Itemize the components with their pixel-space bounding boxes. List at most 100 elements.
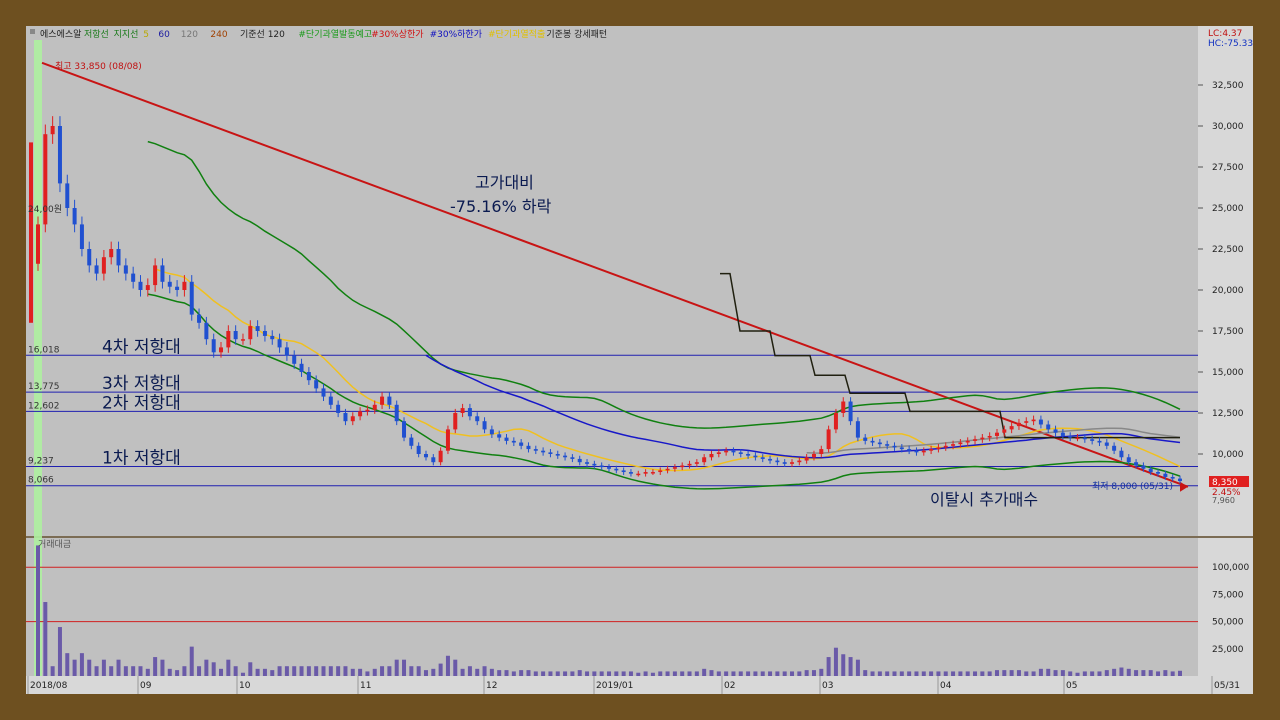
current-pct: 2.45% [1212, 488, 1241, 498]
volume-bar [438, 663, 443, 676]
candle-body [1038, 419, 1043, 425]
volume-bar [453, 659, 458, 676]
volume-bar [570, 671, 575, 676]
candle-body [1134, 462, 1139, 466]
candle-body [116, 249, 121, 266]
candle-body [665, 468, 670, 471]
candle-body [833, 413, 838, 430]
legend: 에스에스알 저항선 지지선 5 60 120 240 기준선 120 #단기과열발동예고 #30%… [30, 28, 607, 40]
candle-body [1060, 432, 1065, 436]
volume-bar [724, 671, 729, 676]
candle-body [270, 335, 275, 340]
volume-bar [899, 671, 904, 676]
volume-bar [621, 671, 626, 676]
volume-bar [380, 666, 385, 676]
legend-item: 저항선 [84, 29, 109, 40]
candle-body [724, 450, 729, 453]
candle-body [555, 454, 560, 456]
volume-bar [138, 666, 143, 676]
candle-body [1156, 472, 1161, 474]
candle-body [72, 208, 77, 225]
volume-bar [328, 666, 333, 676]
volume-bar [665, 671, 670, 676]
candle-body [519, 442, 524, 446]
volume-bar [687, 671, 692, 676]
volume-bar [204, 659, 209, 676]
volume-bar [372, 668, 377, 676]
candle-body [1075, 437, 1080, 440]
volume-tick-label: 25,000 [1212, 645, 1244, 655]
volume-bar [694, 671, 699, 676]
volume-bar [519, 670, 524, 676]
volume-bar [1156, 671, 1161, 676]
candle-body [240, 339, 245, 341]
volume-bar [1046, 668, 1051, 676]
candle-body [738, 452, 743, 454]
volume-bar [958, 671, 963, 676]
volume-bar [965, 671, 970, 676]
candle-body [855, 421, 860, 438]
top-right-hc: HC:-75.33 [1208, 39, 1253, 49]
candle-body [262, 331, 267, 336]
candle-body [1119, 450, 1124, 458]
volume-bar [167, 668, 172, 676]
candle-body [204, 322, 209, 340]
candles [29, 116, 1182, 484]
volume-bar [189, 646, 194, 676]
support-value: 16,018 [28, 345, 60, 355]
x-axis-panel [26, 676, 1253, 694]
candle-body [526, 445, 531, 450]
candle-body [592, 463, 597, 466]
volume-bar [43, 602, 48, 676]
drop-label-line2: -75.16% 하락 [450, 197, 552, 216]
volume-bar [548, 671, 553, 676]
volume-bar [929, 671, 934, 676]
legend-item: #단기과열발동예고 [298, 29, 372, 40]
price-tick-label: 17,500 [1212, 327, 1244, 337]
volume-bar [980, 671, 985, 676]
candle-body [248, 326, 253, 340]
main-panel [26, 26, 1198, 536]
candle-body [541, 450, 546, 453]
candle-body [387, 396, 392, 405]
candle-body [1126, 457, 1131, 463]
volume-bar [50, 666, 55, 676]
volume-bar [797, 671, 802, 676]
volume-bar [306, 666, 311, 676]
volume-bar [855, 659, 860, 676]
time-tick-label: 03 [822, 681, 833, 691]
candle-body [672, 467, 677, 469]
candle-body [716, 452, 721, 454]
volume-bar [753, 671, 758, 676]
volume-tick-label: 75,000 [1212, 590, 1244, 600]
volume-label: 거래대금 [38, 539, 71, 550]
candle-body [306, 372, 311, 381]
price-tick-label: 25,000 [1212, 204, 1244, 214]
time-tick-label: 10 [239, 681, 251, 691]
volume-bar [709, 670, 714, 676]
candle-body [394, 404, 399, 422]
candle-body [497, 434, 502, 438]
candle-body [1046, 424, 1051, 430]
volume-bar [541, 671, 546, 676]
candle-body [131, 273, 136, 282]
candle-body [636, 473, 641, 476]
drop-label-line1: 고가대비 [475, 173, 534, 192]
volume-bar [746, 671, 751, 676]
candle-body [563, 455, 568, 458]
candle-body [211, 339, 216, 353]
volume-bar [804, 670, 809, 676]
candle-body [958, 442, 963, 445]
base-line [720, 272, 1180, 439]
volume-bar [402, 659, 407, 676]
volume-bar [1119, 667, 1124, 676]
trend-line-group [41, 61, 1189, 492]
price-tick-label: 10,000 [1212, 450, 1244, 460]
candle-body [694, 462, 699, 464]
candle-body [226, 331, 231, 348]
candle-body [372, 404, 377, 410]
top-right-lc: LC:4.37 [1208, 29, 1242, 39]
volume-bar [116, 659, 121, 676]
